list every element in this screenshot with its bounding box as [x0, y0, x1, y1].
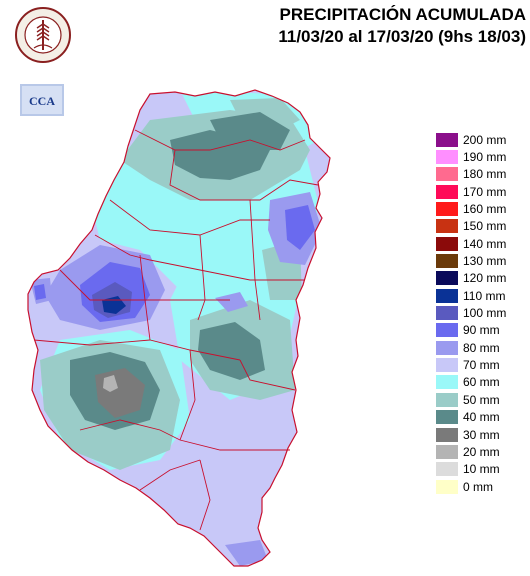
title-line-1: PRECIPITACIÓN ACUMULADA — [279, 5, 527, 24]
department-borders — [33, 129, 319, 531]
legend-swatch — [435, 149, 459, 166]
legend-label: 160 mm — [463, 202, 507, 217]
legend-swatch — [435, 409, 459, 426]
precipitation-legend: 200 mm 190 mm 180 mm 170 mm 160 mm 150 mm 140 … — [435, 131, 530, 495]
legend-item: 80 mm — [435, 339, 530, 356]
legend-label: 150 mm — [463, 219, 507, 234]
legend-item: 200 mm — [435, 131, 530, 148]
legend-swatch — [435, 201, 459, 218]
legend-label: 100 mm — [463, 306, 507, 321]
legend-item: 10 mm — [435, 461, 530, 478]
legend-label: 140 mm — [463, 236, 507, 251]
legend-item: 130 mm — [435, 252, 530, 270]
map-title: PRECIPITACIÓN ACUMULADA 11/03/20 al 17/0… — [196, 4, 526, 48]
legend-item: 90 mm — [435, 322, 530, 339]
legend-swatch — [435, 131, 459, 148]
legend-item: 40 mm — [435, 409, 530, 426]
legend-swatch — [435, 339, 459, 356]
legend-label: 170 mm — [463, 184, 507, 199]
legend-item: 70 mm — [435, 356, 530, 374]
legend-item: 20 mm — [435, 443, 530, 460]
legend-label: 110 mm — [463, 288, 506, 303]
legend-label: 120 mm — [463, 271, 507, 286]
legend-label: 40 mm — [463, 410, 500, 425]
legend-item: 30 mm — [435, 426, 530, 443]
legend-swatch — [435, 478, 459, 495]
legend-label: 10 mm — [463, 462, 500, 477]
legend-swatch — [435, 443, 459, 460]
legend-item: 100 mm — [435, 304, 530, 322]
legend-swatch — [435, 391, 459, 408]
legend-label: 180 mm — [463, 167, 507, 182]
legend-item: 180 mm — [435, 166, 530, 183]
legend-label: 90 mm — [463, 323, 500, 338]
cca-logo-text: CCA — [29, 94, 55, 108]
legend-swatch — [435, 270, 459, 287]
legend-swatch — [435, 305, 459, 322]
legend-swatch — [435, 374, 459, 391]
title-line-2: 11/03/20 al 17/03/20 (9hs 18/03) — [278, 27, 526, 46]
legend-item: 150 mm — [435, 218, 530, 235]
legend-swatch — [435, 166, 459, 183]
legend-item: 0 mm — [435, 478, 530, 495]
legend-swatch — [435, 235, 459, 252]
legend-swatch — [435, 322, 459, 339]
legend-label: 70 mm — [463, 358, 500, 373]
legend-item: 160 mm — [435, 200, 530, 218]
legend-swatch — [435, 218, 459, 235]
legend-swatch — [435, 287, 459, 304]
legend-item: 110 mm — [435, 287, 530, 304]
legend-label: 200 mm — [463, 132, 507, 147]
legend-label: 60 mm — [463, 375, 500, 390]
precipitation-contours — [30, 90, 322, 566]
legend-item: 140 mm — [435, 235, 530, 252]
legend-label: 80 mm — [463, 340, 500, 355]
legend-label: 190 mm — [463, 150, 507, 165]
legend-item: 170 mm — [435, 183, 530, 200]
legend-label: 50 mm — [463, 392, 500, 407]
legend-swatch — [435, 426, 459, 443]
legend-label: 30 mm — [463, 427, 500, 442]
legend-label: 0 mm — [463, 479, 493, 494]
bolsa-cereales-logo — [15, 7, 71, 63]
legend-swatch — [435, 183, 459, 200]
legend-swatch — [435, 461, 459, 478]
legend-label: 130 mm — [463, 254, 507, 269]
legend-item: 120 mm — [435, 270, 530, 287]
legend-swatch — [435, 253, 459, 270]
legend-item: 50 mm — [435, 391, 530, 408]
cca-logo: CCA — [20, 84, 64, 116]
legend-item: 190 mm — [435, 148, 530, 166]
legend-label: 20 mm — [463, 444, 500, 459]
legend-swatch — [435, 357, 459, 374]
legend-item: 60 mm — [435, 374, 530, 391]
